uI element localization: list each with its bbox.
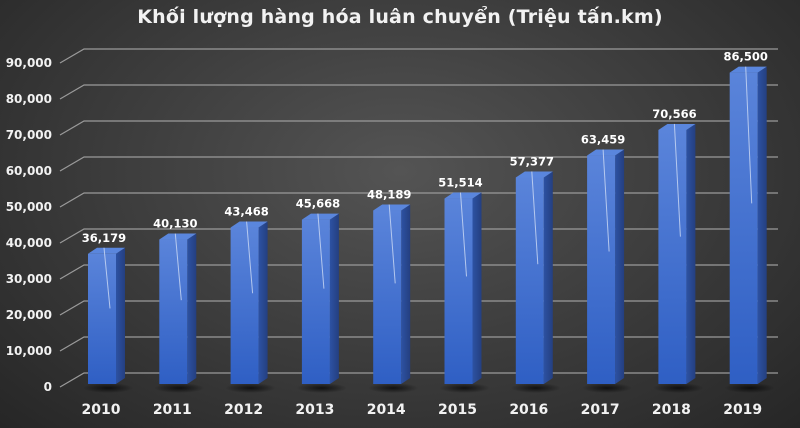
y-tick-label: 30,000	[6, 272, 52, 286]
y-tick-label: 0	[44, 380, 52, 394]
x-tick-label: 2018	[652, 402, 691, 418]
x-tick-label: 2019	[723, 402, 762, 418]
bar-2017: 63,459	[581, 133, 633, 393]
data-label: 40,130	[153, 217, 197, 231]
bar-2014: 48,189	[367, 188, 419, 393]
y-tick-label: 60,000	[6, 164, 52, 178]
gridline	[59, 84, 778, 100]
x-tick-label: 2016	[509, 402, 548, 418]
bars: 36,179 40,130 43,468 45,668 48,189 51,514 57,3…	[82, 50, 775, 393]
y-tick-label: 70,000	[6, 128, 52, 142]
x-tick-label: 2011	[153, 402, 192, 418]
data-label: 63,459	[581, 133, 625, 147]
x-tick-label: 2013	[295, 402, 334, 418]
bar-2013: 45,668	[296, 197, 348, 393]
bar-2018: 70,566	[652, 107, 704, 393]
bar-2012: 43,468	[224, 205, 276, 393]
data-label: 45,668	[296, 197, 340, 211]
x-tick-label: 2014	[367, 402, 406, 418]
data-label: 57,377	[510, 154, 554, 168]
x-axis-labels: 2010 2011 2012 2013 2014 2015 2016 2017 2018 2019	[82, 402, 763, 418]
data-label: 43,468	[224, 205, 268, 219]
chart-title: Khối lượng hàng hóa luân chuyển (Triệu t…	[137, 6, 663, 28]
y-tick-label: 90,000	[6, 56, 52, 70]
bar-2019: 86,500	[724, 50, 775, 393]
x-tick-label: 2015	[438, 402, 477, 418]
data-label: 48,189	[367, 188, 411, 202]
y-tick-label: 80,000	[6, 92, 52, 106]
y-tick-label: 40,000	[6, 236, 52, 250]
y-axis-ticks: 0 10,000 20,000 30,000 40,000 50,000 60,000 70,…	[6, 56, 52, 394]
bar-2015: 51,514	[438, 176, 490, 393]
y-tick-label: 10,000	[6, 344, 52, 358]
gridline	[59, 48, 778, 64]
y-tick-label: 20,000	[6, 308, 52, 322]
bar-2016: 57,377	[510, 154, 561, 393]
data-label: 86,500	[724, 50, 768, 64]
gridline	[59, 120, 778, 136]
y-tick-label: 50,000	[6, 200, 52, 214]
data-label: 70,566	[652, 107, 696, 121]
x-tick-label: 2017	[581, 402, 620, 418]
bar-2010: 36,179	[82, 231, 134, 393]
data-label: 51,514	[438, 176, 482, 190]
bar-2011: 40,130	[153, 217, 205, 393]
gridline	[59, 156, 778, 172]
x-tick-label: 2012	[224, 402, 263, 418]
data-label: 36,179	[82, 231, 126, 245]
x-tick-label: 2010	[82, 402, 121, 418]
